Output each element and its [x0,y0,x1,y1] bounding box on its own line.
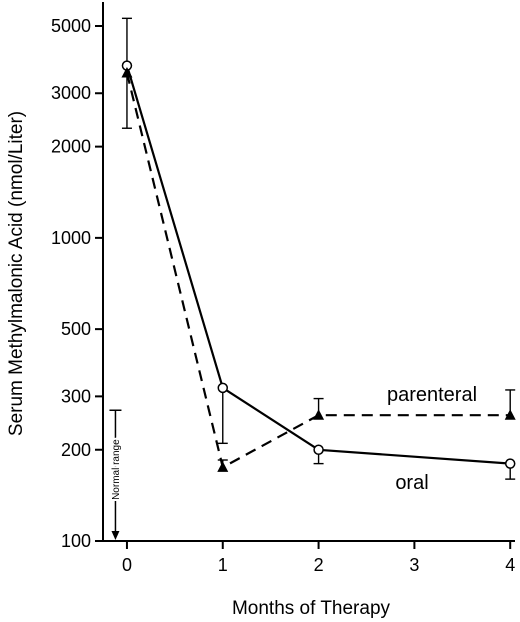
y-tick-label: 1000 [51,228,91,248]
parenteral-series-point [504,409,516,420]
parenteral-series-line [125,72,511,469]
y-tick-label: 500 [61,319,91,339]
y-tick-label: 100 [61,531,91,551]
oral-series-point [313,444,324,456]
y-axis-label: Serum Methylmalonic Acid (nmol/Liter) [6,111,27,436]
oral-series-point [217,382,229,394]
parenteral-series-point [313,409,325,420]
x-tick-label: 2 [314,555,324,575]
x-tick-label: 4 [505,555,515,575]
chart-axes: 100 200 300 500 1000 2000 3000 5000 0 1 2 3 4 [51,2,515,575]
y-tick-label: 5000 [51,16,91,36]
normal-range-arrow [111,531,120,540]
oral-series-line [125,65,511,465]
y-tick-label: 2000 [51,137,91,157]
x-tick-label: 0 [122,555,132,575]
chart-labels: Months of Therapy Serum Methylmalonic Aci… [6,111,477,619]
oral-series-point [504,458,516,469]
parenteral-series-label: parenteral [387,384,477,406]
oral-series-label: oral [395,472,428,494]
chart-series [121,17,516,480]
normal-range-label: Normal range [111,439,122,500]
y-tick-label: 300 [61,386,91,406]
x-tick-label: 3 [409,555,419,575]
x-tick-label: 1 [218,555,228,575]
y-tick-label: 3000 [51,83,91,103]
parenteral-series-point [121,66,133,78]
chart-annotations: Normal range [109,409,124,540]
x-axis-label: Months of Therapy [232,598,391,619]
y-tick-label: 200 [61,440,91,460]
parenteral-series-point [217,461,229,472]
